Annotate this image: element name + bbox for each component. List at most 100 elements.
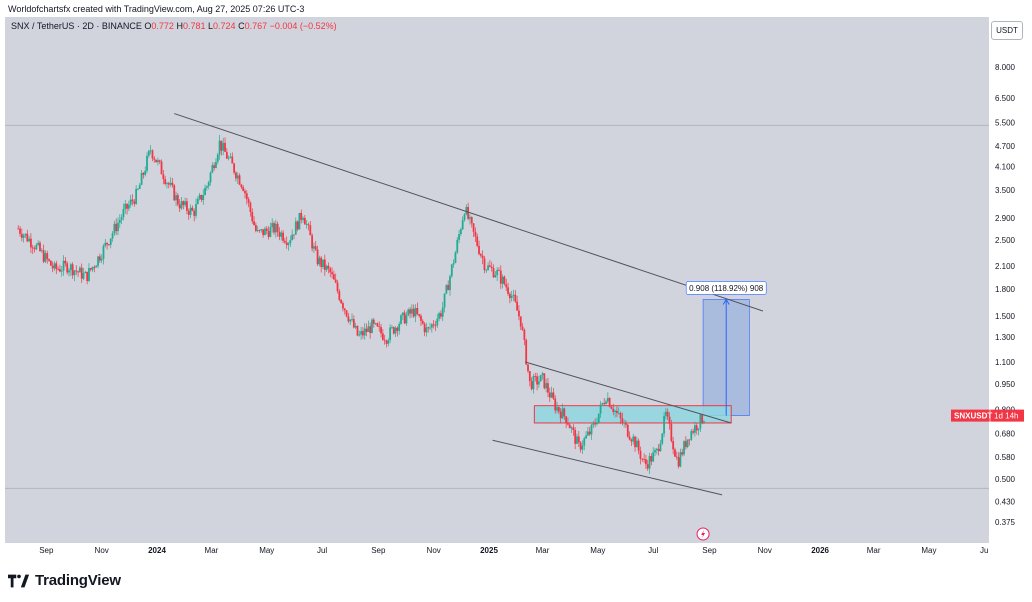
candle-body [120, 217, 123, 220]
candle-body [441, 307, 444, 317]
candle-body [33, 248, 36, 250]
price-tick-label: 0.950 [995, 380, 1016, 389]
candle-body [240, 184, 243, 188]
candle-body [381, 333, 384, 340]
candle-body [579, 442, 582, 450]
candle-body [71, 264, 74, 276]
candle-body [394, 327, 397, 334]
descending-trendline [174, 113, 764, 312]
candle-body [474, 231, 477, 237]
candle-body [62, 260, 65, 271]
candle-body [537, 381, 540, 385]
candle-body [568, 424, 571, 429]
candle-body [561, 408, 564, 419]
candle-body [204, 187, 206, 196]
candle-body [476, 236, 479, 246]
candle-body [224, 142, 226, 152]
candle-body [400, 315, 402, 324]
candle-body [64, 260, 67, 264]
candle-body [505, 284, 508, 288]
candle-body [180, 201, 183, 209]
candle-body [438, 313, 441, 319]
candle-body [514, 294, 517, 302]
candle-body [374, 323, 377, 325]
price-tick-label: 6.500 [995, 94, 1016, 103]
candle-body [73, 270, 76, 276]
candle-body [492, 268, 495, 278]
price-tick-label: 1.300 [995, 333, 1016, 342]
candle-body [211, 165, 214, 173]
candle-body [458, 233, 460, 240]
candle-body [668, 416, 671, 424]
candle-body [193, 210, 196, 216]
candle-body [670, 423, 673, 442]
time-tick-label: Jul [317, 546, 327, 555]
candle-body [574, 430, 577, 444]
candle-body [238, 175, 241, 185]
candle-body [256, 230, 259, 231]
candle-body [298, 212, 301, 230]
high-value: 0.781 [182, 21, 206, 31]
candle-body [507, 287, 509, 294]
candle-body [285, 242, 288, 246]
candle-body [372, 319, 375, 324]
symbol-legend[interactable]: SNX / TetherUS · 2D · BINANCE O0.772 H0.… [11, 21, 337, 31]
candle-body [184, 201, 187, 206]
candle-body [191, 207, 194, 211]
candle-body [51, 265, 54, 269]
candle-body [617, 412, 620, 414]
change-value: −0.004 (−0.52%) [269, 21, 337, 31]
candle-body [365, 328, 368, 332]
candle-body [434, 325, 437, 327]
candle-body [135, 188, 138, 204]
currency-button[interactable]: USDT [991, 21, 1023, 40]
candle-body [207, 182, 210, 187]
candle-body [276, 223, 279, 232]
candle-body [88, 268, 90, 282]
candle-body [22, 235, 25, 238]
price-axis-bg [989, 17, 1025, 543]
candle-body [316, 249, 319, 265]
candle-body [195, 204, 197, 216]
price-tick-label: 2.100 [995, 262, 1016, 271]
candle-body [131, 199, 134, 202]
candle-body [253, 221, 255, 225]
candle-body [127, 204, 130, 209]
candle-body [242, 187, 245, 191]
candle-body [140, 173, 143, 185]
candle-body [534, 376, 537, 377]
candle-body [385, 340, 388, 344]
low-value: 0.724 [213, 21, 236, 31]
candle-body [55, 263, 58, 270]
candle-body [679, 452, 682, 467]
price-tick-label: 2.500 [995, 236, 1016, 245]
candle-body [552, 392, 555, 399]
price-tag-countdown: 1d 14h [994, 412, 1018, 421]
price-tick-label: 0.680 [995, 430, 1016, 439]
symbol-name[interactable]: SNX / TetherUS · 2D · BINANCE [11, 21, 142, 31]
candle-body [309, 225, 312, 236]
time-tick-label: 2024 [148, 546, 166, 555]
price-tick-label: 2.900 [995, 214, 1016, 223]
candle-body [407, 309, 410, 316]
candle-body [554, 398, 557, 411]
candle-body [218, 140, 221, 155]
candle-body [654, 450, 656, 453]
candle-body [391, 327, 393, 328]
candle-body [512, 294, 515, 296]
candle-body [539, 375, 542, 382]
candle-body [487, 265, 489, 270]
candle-body [37, 242, 40, 245]
tradingview-logo[interactable]: TradingView [8, 572, 121, 589]
candle-body [296, 221, 299, 230]
candle-body [169, 182, 172, 185]
candle-body [652, 452, 655, 462]
candle-body [383, 339, 386, 341]
price-tick-label: 1.100 [995, 358, 1016, 367]
candle-body [46, 253, 49, 260]
candle-body [189, 207, 192, 215]
measure-arrow-head [722, 298, 730, 305]
candle-body [606, 398, 609, 402]
candle-body [216, 154, 219, 162]
